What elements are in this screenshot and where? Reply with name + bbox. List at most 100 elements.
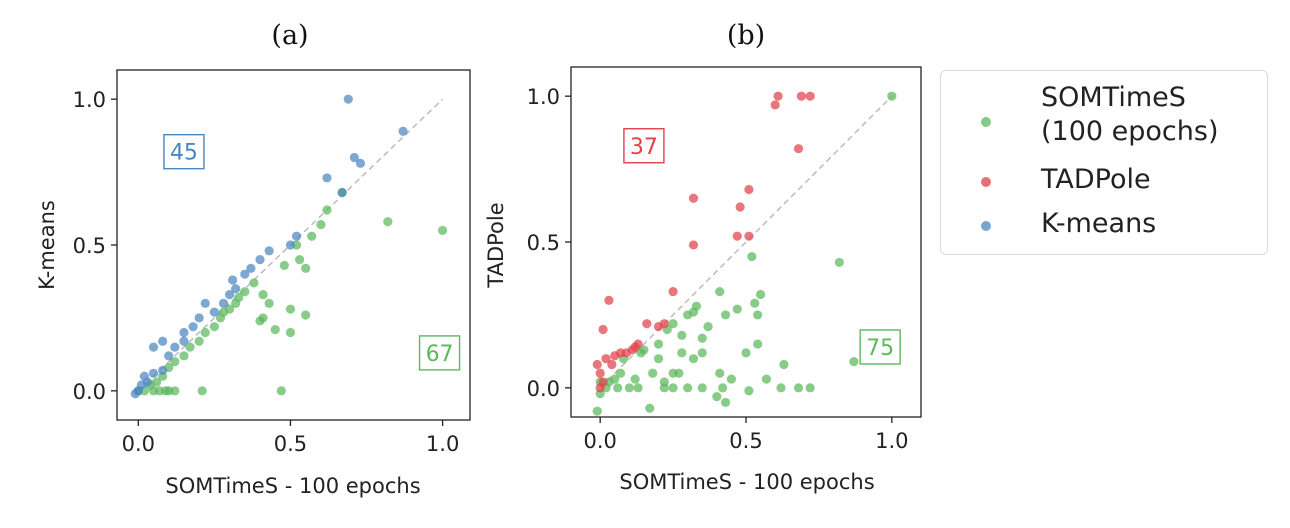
panel-b-point-tadpole: [796, 91, 807, 101]
panel-a-point-somtimes-100-epochs: [276, 386, 286, 396]
panel-b-point-somtimes-100-epochs: [668, 383, 678, 393]
panel-b-point-somtimes-100-epochs: [592, 406, 602, 416]
panel-b: (b) 0.0 0.5 1.0 0.0 0.5 1.0 37 75 SOMTimeS - 1…: [484, 20, 922, 494]
panel-b-point-somtimes-100-epochs: [747, 251, 757, 262]
panel-a-ylabel: K-means: [35, 200, 59, 290]
panel-a-point-k-means: [148, 368, 159, 378]
panel-a-point-k-means: [164, 351, 174, 361]
panel-b-point-somtimes-100-epochs: [887, 91, 897, 101]
panel-b-point-somtimes-100-epochs: [659, 377, 669, 387]
panel-a-point-somtimes-100-epochs: [270, 324, 280, 335]
panel-a-point-somtimes-100-epochs: [264, 298, 274, 308]
panel-a-point-somtimes-100-epochs: [383, 217, 393, 227]
panel-a-point-somtimes-100-epochs: [438, 225, 448, 236]
panel-a-xtick-label: 0.5: [274, 432, 307, 456]
panel-b-point-somtimes-100-epochs: [753, 339, 763, 349]
panel-b-xtick-label: 0.5: [729, 429, 762, 453]
panel-a-point-k-means: [158, 336, 168, 346]
panel-b-point-somtimes-100-epochs: [691, 301, 702, 311]
panel-a-point-somtimes-100-epochs: [240, 287, 250, 297]
panel-a-label: (a): [271, 20, 308, 51]
panel-a-point-k-means: [158, 365, 168, 376]
panel-b-point-somtimes-100-epochs: [639, 345, 649, 355]
panel-b-point-somtimes-100-epochs: [755, 289, 766, 300]
panel-a-point-somtimes-100-epochs: [301, 310, 311, 320]
panel-b-point-tadpole: [592, 359, 602, 370]
panel-b-point-somtimes-100-epochs: [732, 304, 742, 314]
panel-b-xtick-label: 1.0: [875, 429, 908, 453]
panel-b-point-somtimes-100-epochs: [645, 403, 655, 413]
panel-a-point-k-means: [228, 275, 238, 285]
panel-a-point-k-means: [194, 313, 204, 323]
panel-b-point-somtimes-100-epochs: [697, 333, 707, 343]
panel-b-point-somtimes-100-epochs: [720, 310, 731, 320]
panel-b-point-tadpole: [633, 339, 643, 349]
panel-b-point-tadpole: [744, 231, 754, 241]
panel-a-point-k-means: [179, 336, 189, 346]
panel-b-point-somtimes-100-epochs: [688, 354, 699, 364]
panel-b-point-tadpole: [688, 240, 699, 250]
panel-a-point-somtimes-100-epochs: [224, 304, 235, 314]
panel-b-point-somtimes-100-epochs: [615, 368, 626, 378]
panel-b-point-tadpole: [770, 100, 780, 110]
panel-b-point-tadpole: [604, 295, 614, 305]
panel-b-point-somtimes-100-epochs: [712, 391, 722, 402]
panel-b-point-somtimes-100-epochs: [674, 368, 684, 378]
panel-b-point-tadpole: [688, 193, 699, 203]
panel-b-point-somtimes-100-epochs: [834, 257, 844, 268]
panel-a-point-somtimes-100-epochs: [322, 205, 332, 215]
panel-a-point-k-means: [170, 342, 180, 352]
panel-b-ylabel: TADPole: [484, 202, 508, 288]
legend-label-kmeans: K-means: [1041, 208, 1157, 239]
panel-b-ytick-label: 0.5: [527, 231, 560, 255]
panel-a-point-somtimes-100-epochs: [209, 322, 219, 332]
panel-b-point-somtimes-100-epochs: [715, 286, 725, 297]
panel-a-point-somtimes-100-epochs: [258, 313, 268, 323]
panel-a-point-somtimes-100-epochs: [301, 263, 311, 273]
panel-b-point-tadpole: [805, 91, 815, 101]
panel-a-count-label: 67: [426, 342, 454, 367]
legend-entry-kmeans: K-means: [941, 207, 1267, 243]
panel-a-point-k-means: [246, 263, 256, 273]
panel-b-point-somtimes-100-epochs: [849, 356, 859, 367]
panel-a-point-somtimes-100-epochs: [200, 327, 210, 338]
legend-entry-tadpole: TADPole: [941, 163, 1267, 199]
panel-a-point-somtimes-100-epochs: [316, 219, 326, 230]
panel-a-point-k-means: [255, 254, 265, 265]
legend: SOMTimeS (100 epochs) TADPole K-means: [940, 70, 1268, 255]
panel-a-point-k-means: [209, 307, 219, 317]
panel-b-point-somtimes-100-epochs: [630, 374, 640, 384]
panel-b-point-somtimes-100-epochs: [653, 339, 664, 349]
panel-b-ytick-label: 1.0: [527, 85, 560, 109]
panel-a-point-somtimes-100-epochs: [307, 231, 317, 241]
panel-b-xlabel: SOMTimeS - 100 epochs: [619, 470, 874, 494]
panel-a-point-k-means: [337, 187, 347, 198]
panel-b-count-box: [623, 128, 665, 164]
legend-marker-somtimes: [981, 117, 991, 127]
panel-b-point-tadpole: [668, 286, 678, 297]
panel-a-point-somtimes-100-epochs: [294, 254, 305, 265]
panel-a-count-box: [418, 335, 461, 371]
panel-b-point-somtimes-100-epochs: [805, 383, 815, 393]
legend-entry-somtimes: SOMTimeS (100 epochs): [941, 81, 1267, 151]
panel-a-point-k-means: [264, 246, 274, 256]
panel-b-point-somtimes-100-epochs: [668, 319, 678, 329]
panel-b-xtick-label: 0.0: [583, 429, 616, 453]
panel-a-point-somtimes-100-epochs: [285, 327, 296, 338]
panel-b-point-somtimes-100-epochs: [715, 368, 725, 378]
panel-b-point-somtimes-100-epochs: [718, 383, 728, 393]
panel-b-point-somtimes-100-epochs: [624, 383, 634, 393]
panel-b-point-somtimes-100-epochs: [720, 397, 731, 408]
panel-a-point-k-means: [343, 94, 353, 104]
panel-b-diagonal-line: [599, 95, 893, 389]
panel-a-xtick-label: 0.0: [122, 432, 155, 456]
panel-a-point-k-means: [355, 158, 366, 168]
panel-a-point-somtimes-100-epochs: [170, 386, 180, 396]
panel-a-point-k-means: [291, 231, 302, 241]
panel-b-point-tadpole: [744, 184, 754, 195]
panel-a-point-somtimes-100-epochs: [151, 377, 162, 387]
panel-b-ytick-label: 0.0: [527, 377, 560, 401]
panel-b-point-somtimes-100-epochs: [683, 383, 693, 393]
panel-a-point-somtimes-100-epochs: [170, 357, 180, 367]
panel-b-point-somtimes-100-epochs: [776, 383, 786, 393]
